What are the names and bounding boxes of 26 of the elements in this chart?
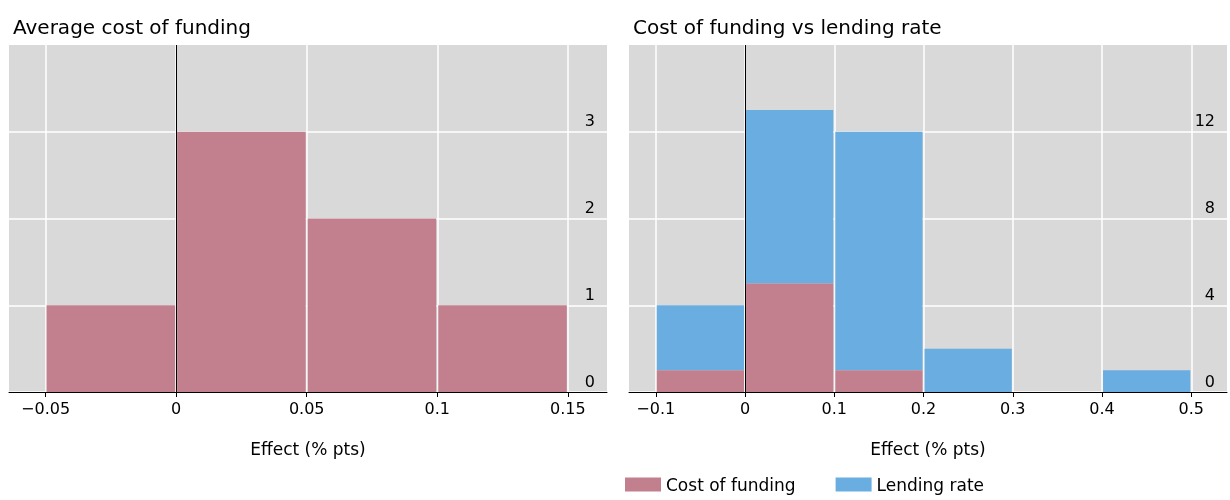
- y-tick-label: 2: [584, 198, 595, 217]
- x-tick-label: 0: [739, 398, 751, 418]
- x-tick-label: 0.2: [910, 398, 937, 418]
- legend-label: Lending rate: [876, 474, 985, 495]
- x-tick-label: 0: [171, 398, 182, 418]
- y-tick-label: 12: [1194, 111, 1215, 131]
- x-tick-label: 0.1: [821, 398, 848, 418]
- x-tick-label: 0.1: [424, 398, 450, 418]
- x-tick-label: −0.05: [21, 398, 71, 418]
- x-axis-title: Effect (% pts): [250, 438, 366, 459]
- y-tick-label: 3: [584, 111, 595, 131]
- y-tick-label: 8: [1204, 198, 1215, 217]
- y-tick-label: 0: [1204, 371, 1215, 391]
- x-tick-label: 0.15: [550, 398, 586, 418]
- x-tick-label: −0.1: [636, 398, 676, 418]
- legend-label: Cost of funding: [666, 474, 796, 495]
- chart-title: Average cost of funding: [13, 15, 251, 39]
- x-tick-label: 0.3: [1000, 398, 1026, 418]
- y-tick-label: 1: [584, 284, 595, 304]
- x-tick-label: 0.5: [1178, 398, 1205, 418]
- x-axis-title: Effect (% pts): [870, 438, 986, 459]
- x-tick-label: 0.4: [1089, 398, 1115, 418]
- x-tick-label: 0.05: [288, 398, 325, 418]
- chart-title: Cost of funding vs lending rate: [633, 15, 942, 39]
- y-tick-label: 0: [584, 371, 595, 391]
- y-tick-label: 4: [1204, 284, 1215, 304]
